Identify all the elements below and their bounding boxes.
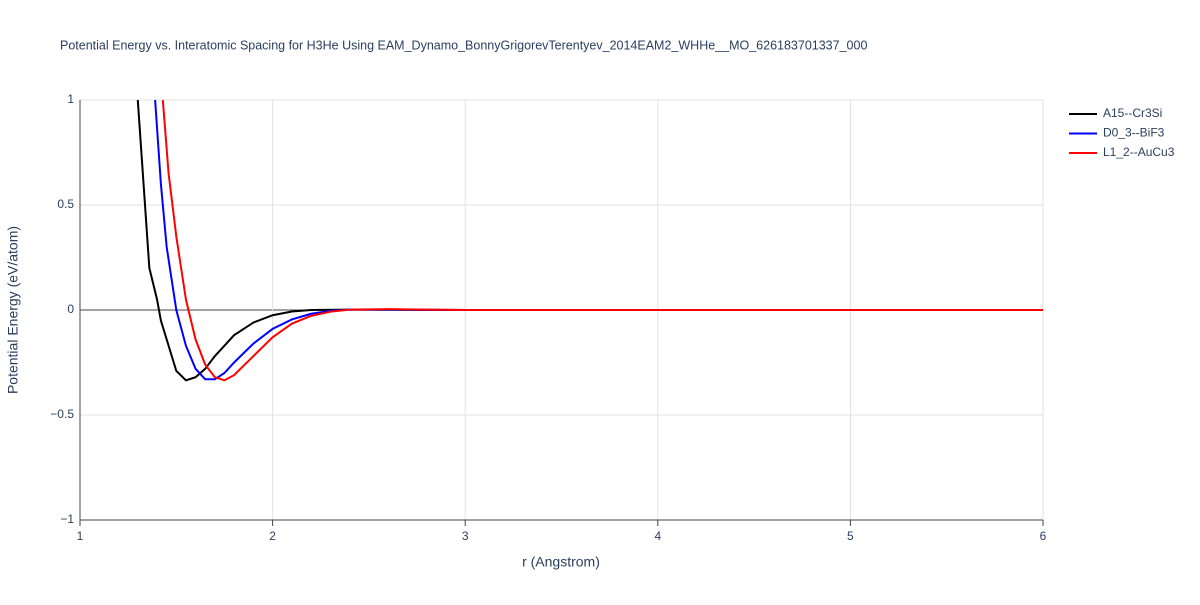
y-tick-label: 1 xyxy=(67,92,74,106)
legend-label: D0_3--BiF3 xyxy=(1103,126,1165,140)
legend-label: A15--Cr3Si xyxy=(1103,106,1162,120)
x-tick-label: 6 xyxy=(1040,529,1047,543)
plot-area xyxy=(136,100,1043,382)
x-axis-label: r (Angstrom) xyxy=(522,554,600,570)
line xyxy=(161,100,1043,382)
y-axis-label: Potential Energy (eV/atom) xyxy=(5,226,21,394)
x-tick-label: 1 xyxy=(77,529,84,543)
y-tick-label: 0.5 xyxy=(57,197,74,211)
x-tick-label: 2 xyxy=(269,529,276,543)
y-tick-label: 0 xyxy=(67,302,74,316)
line xyxy=(136,100,1043,382)
x-tick-label: 4 xyxy=(654,529,661,543)
line xyxy=(154,100,1043,381)
legend-label: L1_2--AuCu3 xyxy=(1103,145,1175,159)
x-tick-label: 3 xyxy=(462,529,469,543)
x-tick-label: 5 xyxy=(847,529,854,543)
y-tick-label: −0.5 xyxy=(50,407,74,421)
chart-title: Potential Energy vs. Interatomic Spacing… xyxy=(60,38,867,52)
y-tick-label: −1 xyxy=(60,512,74,526)
